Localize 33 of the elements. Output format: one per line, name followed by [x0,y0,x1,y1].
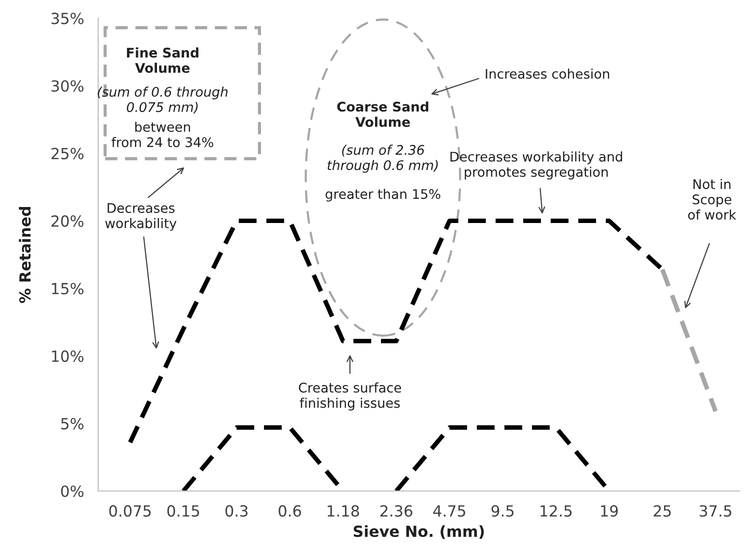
annotation: between from 24 to 34% [112,122,214,148]
x-tick-label: 37.5 [700,505,732,517]
x-axis-title: Sieve No. (mm) [354,525,484,539]
y-tick-label: 20% [51,215,84,227]
x-tick-label: 25 [654,505,671,517]
y-tick-label: 0% [61,485,84,498]
x-tick-label: 19 [601,505,618,517]
annotation: greater than 15% [326,188,440,202]
x-tick-label: 0.075 [109,505,151,517]
x-tick-label: 1.18 [328,505,359,517]
x-tick-label: 0.15 [167,505,200,517]
annotation: Creates surface finishing issues [298,382,402,410]
x-tick-label: 0.3 [225,505,248,517]
y-tick-label: 10% [52,350,84,362]
x-tick-label: 9.5 [492,505,514,517]
annotation: (sum of 0.6 through 0.075 mm) [98,86,228,114]
x-tick-label: 12.5 [540,505,572,517]
y-tick-label: 25% [51,148,84,160]
y-tick-label: 30% [52,80,84,92]
y-tick-label: 35% [52,12,84,24]
annotation: Coarse Sand Volume [337,101,428,127]
x-tick-label: 4.75 [433,505,466,517]
y-tick-label: 15% [52,282,84,294]
annotation: (sum of 2.36 through 0.6 mm) [328,144,438,173]
y-axis-title: % Retained [18,207,31,304]
annotation: Decreases workability [105,203,176,231]
y-tick-label: 5% [61,418,84,430]
x-tick-label: 0.6 [278,505,301,517]
x-tick-label: 2.36 [380,505,412,517]
annotation: Decreases workability and promotes segregation [450,151,622,180]
annotation: Fine Sand Volume [126,47,198,73]
annotation: Not in Scope of work [688,178,736,220]
annotation: Increases cohesion [486,68,610,79]
